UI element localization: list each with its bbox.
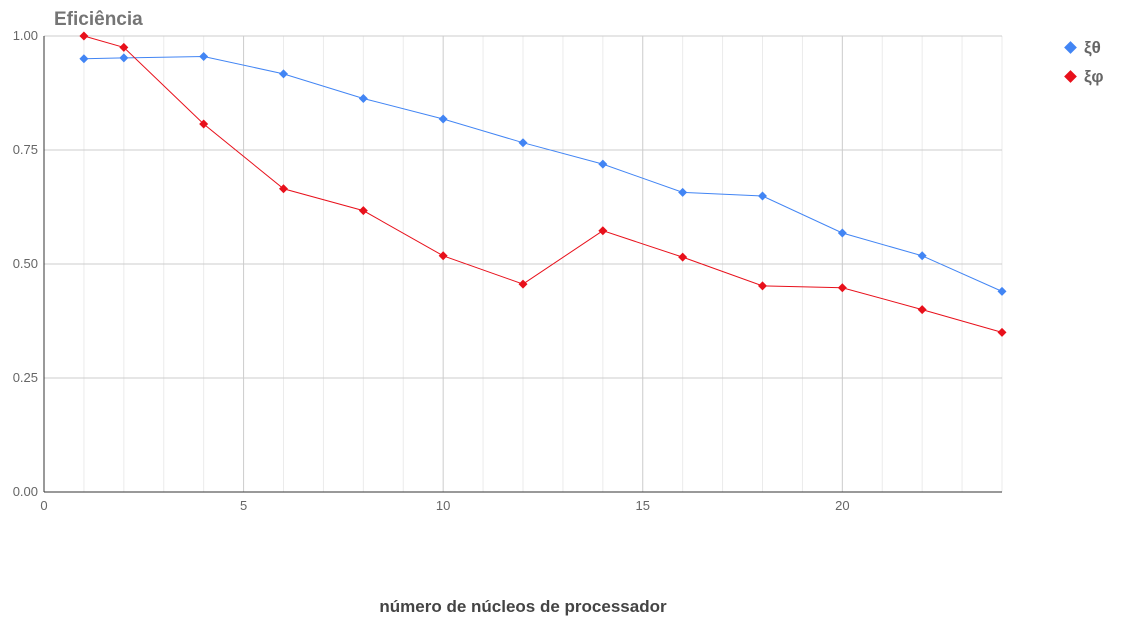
series-theta	[79, 52, 1007, 296]
data-point	[598, 159, 608, 169]
y-tick-label: 0.25	[13, 370, 38, 385]
x-tick-label: 0	[40, 498, 47, 513]
legend-label-phi: ξφ	[1084, 66, 1104, 86]
data-point	[279, 184, 288, 194]
legend-item-phi[interactable]: ξφ	[1064, 62, 1104, 91]
data-series	[79, 31, 1007, 337]
data-point	[358, 93, 368, 103]
y-tick-label: 0.00	[13, 484, 38, 499]
series-line	[83, 56, 1003, 292]
data-point	[678, 252, 688, 262]
x-tick-label: 20	[835, 498, 849, 513]
data-point	[358, 206, 368, 216]
legend-marker-theta	[1064, 41, 1077, 54]
data-point	[917, 305, 927, 315]
data-point	[119, 53, 129, 63]
axes	[43, 36, 1002, 493]
x-tick-label: 15	[636, 498, 650, 513]
legend-item-theta[interactable]: ξθ	[1064, 33, 1104, 62]
data-point	[199, 119, 209, 129]
data-point	[79, 31, 89, 41]
data-point	[678, 187, 688, 197]
data-point	[758, 191, 767, 201]
tick-labels: 0.00 0.25 0.50 0.75 1.00 0 5 10 15 20	[13, 28, 850, 513]
data-point	[997, 327, 1007, 337]
data-point	[438, 251, 448, 261]
data-point	[598, 226, 608, 236]
chart-title: Eficiência	[54, 9, 143, 30]
data-point	[438, 114, 448, 124]
data-point	[279, 69, 288, 79]
data-point	[79, 54, 89, 64]
data-point	[119, 42, 129, 52]
data-point	[837, 283, 847, 293]
x-tick-label: 10	[436, 498, 450, 513]
data-point	[997, 286, 1007, 296]
data-point	[917, 251, 927, 261]
series-phi	[79, 31, 1007, 337]
legend: ξθ ξφ	[1064, 33, 1104, 91]
data-point	[758, 281, 767, 291]
legend-label-theta: ξθ	[1084, 37, 1101, 57]
y-tick-label: 0.50	[13, 256, 38, 271]
x-tick-label: 5	[240, 498, 247, 513]
x-axis-title: número de núcleos de processador	[379, 597, 667, 616]
data-point	[199, 52, 209, 62]
legend-marker-phi	[1064, 70, 1077, 83]
data-point	[518, 138, 528, 148]
data-point	[837, 228, 847, 238]
y-tick-label: 1.00	[13, 28, 38, 43]
series-line	[83, 35, 1003, 333]
major-gridlines	[44, 35, 1002, 492]
data-point	[518, 279, 528, 289]
y-tick-label: 0.75	[13, 142, 38, 157]
